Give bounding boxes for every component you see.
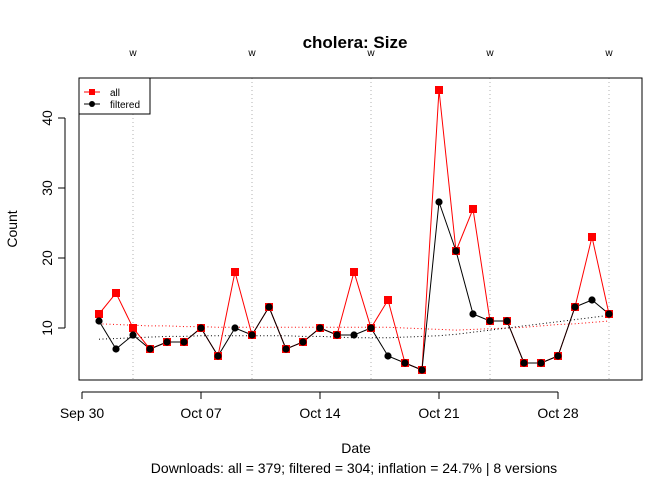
x-axis: Sep 30 Oct 07 Oct 14 Oct 21 Oct 28 xyxy=(60,391,579,421)
chart-title: cholera: Size xyxy=(303,33,408,52)
y-tick-label: 20 xyxy=(39,250,55,266)
point-filtered xyxy=(282,345,290,353)
point-filtered xyxy=(588,296,596,304)
point-filtered xyxy=(333,331,341,339)
x-tick-label: Sep 30 xyxy=(60,405,105,421)
point-filtered xyxy=(452,247,460,255)
point-all xyxy=(129,324,137,332)
y-axis: 10 20 30 40 xyxy=(39,110,66,336)
legend-all-marker xyxy=(89,89,95,95)
point-filtered xyxy=(231,324,239,332)
legend-filtered-label: filtered xyxy=(110,100,140,111)
point-filtered xyxy=(401,359,409,367)
point-filtered xyxy=(180,338,188,346)
point-all xyxy=(95,310,103,318)
point-filtered xyxy=(95,317,103,325)
y-tick-label: 10 xyxy=(39,320,55,336)
point-filtered xyxy=(299,338,307,346)
x-tick-label: Oct 14 xyxy=(299,405,340,421)
legend-box xyxy=(78,77,151,115)
point-filtered xyxy=(197,324,205,332)
x-axis-label: Date xyxy=(341,440,371,456)
point-all xyxy=(231,268,239,276)
point-filtered xyxy=(367,324,375,332)
y-axis-label: Count xyxy=(4,210,20,247)
point-filtered xyxy=(265,303,273,311)
point-filtered xyxy=(605,310,613,318)
point-filtered xyxy=(418,366,426,374)
point-filtered xyxy=(486,317,494,325)
point-all xyxy=(469,205,477,213)
point-filtered xyxy=(469,310,477,318)
point-filtered xyxy=(384,352,392,360)
x-tick-label: Oct 07 xyxy=(180,405,221,421)
point-filtered xyxy=(350,331,358,339)
x-tick-label: Oct 21 xyxy=(418,405,459,421)
point-filtered xyxy=(163,338,171,346)
point-filtered xyxy=(316,324,324,332)
legend-filtered-marker xyxy=(89,101,95,107)
point-all xyxy=(384,296,392,304)
point-filtered xyxy=(112,345,120,353)
series-points xyxy=(95,86,613,374)
point-all xyxy=(112,289,120,297)
point-filtered xyxy=(248,331,256,339)
point-filtered xyxy=(503,317,511,325)
legend-all-label: all xyxy=(110,88,120,99)
point-filtered xyxy=(146,345,154,353)
point-filtered xyxy=(129,331,137,339)
release-label: w xyxy=(485,48,494,59)
point-filtered xyxy=(537,359,545,367)
y-tick-label: 30 xyxy=(39,180,55,196)
y-tick-label: 40 xyxy=(39,110,55,126)
release-label: w xyxy=(128,48,137,59)
release-label: w xyxy=(604,48,613,59)
release-label: w xyxy=(366,48,375,59)
chart-subtitle: Downloads: all = 379; filtered = 304; in… xyxy=(151,460,557,476)
legend: all filtered xyxy=(78,77,151,115)
plot-frame xyxy=(78,77,643,381)
point-filtered xyxy=(435,198,443,206)
point-all xyxy=(350,268,358,276)
point-all xyxy=(588,233,596,241)
x-tick-label: Oct 28 xyxy=(537,405,578,421)
point-filtered xyxy=(554,352,562,360)
release-label: w xyxy=(247,48,256,59)
point-filtered xyxy=(214,352,222,360)
point-filtered xyxy=(520,359,528,367)
point-filtered xyxy=(571,303,579,311)
point-all xyxy=(435,86,443,94)
